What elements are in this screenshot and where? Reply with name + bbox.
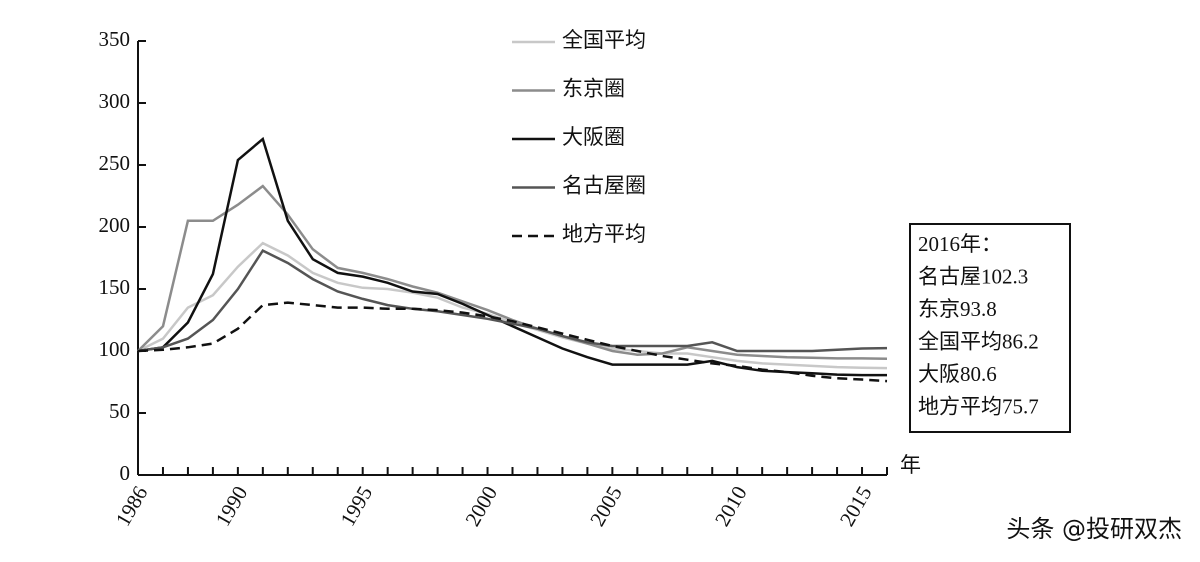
x-tick-label: 2000 [460,482,502,530]
legend-label: 全国平均 [562,28,646,52]
annotation-line: 东京93.8 [918,297,997,321]
watermark: 头条 @投研双杰 [1006,515,1182,543]
legend-label: 东京圈 [562,76,625,100]
annotation-box [909,223,1071,433]
annotation-line: 全国平均86.2 [918,329,1039,353]
y-tick-label: 350 [99,27,131,51]
y-tick-label: 150 [99,275,131,299]
legend-label: 名古屋圈 [562,173,646,197]
y-tick-label: 0 [120,461,131,485]
annotation-line: 2016年： [918,232,1002,256]
y-tick-label: 50 [109,399,130,423]
line-series [137,136,887,377]
y-tick-label: 100 [99,337,131,361]
x-axis-label: 年 [900,453,921,477]
x-tick-label: 2005 [585,482,627,530]
legend-label: 地方平均 [562,222,646,246]
x-tick-label: 1986 [111,482,153,530]
legend-label: 大阪圈 [562,125,625,149]
x-tick-label: 2015 [835,482,877,530]
line-series [137,241,888,370]
y-tick-label: 200 [99,213,131,237]
x-tick-label: 2010 [710,482,752,530]
x-tick-label: 1995 [335,482,377,530]
annotation-line: 大阪80.6 [918,362,997,386]
line-series [137,184,888,360]
y-tick-label: 300 [99,89,131,113]
line-series [137,301,888,383]
y-tick-label: 250 [99,151,131,175]
line-series [137,248,888,353]
annotation-line: 地方平均75.7 [918,394,1039,418]
x-tick-label: 1990 [211,482,253,530]
annotation-line: 名古屋102.3 [918,264,1028,288]
